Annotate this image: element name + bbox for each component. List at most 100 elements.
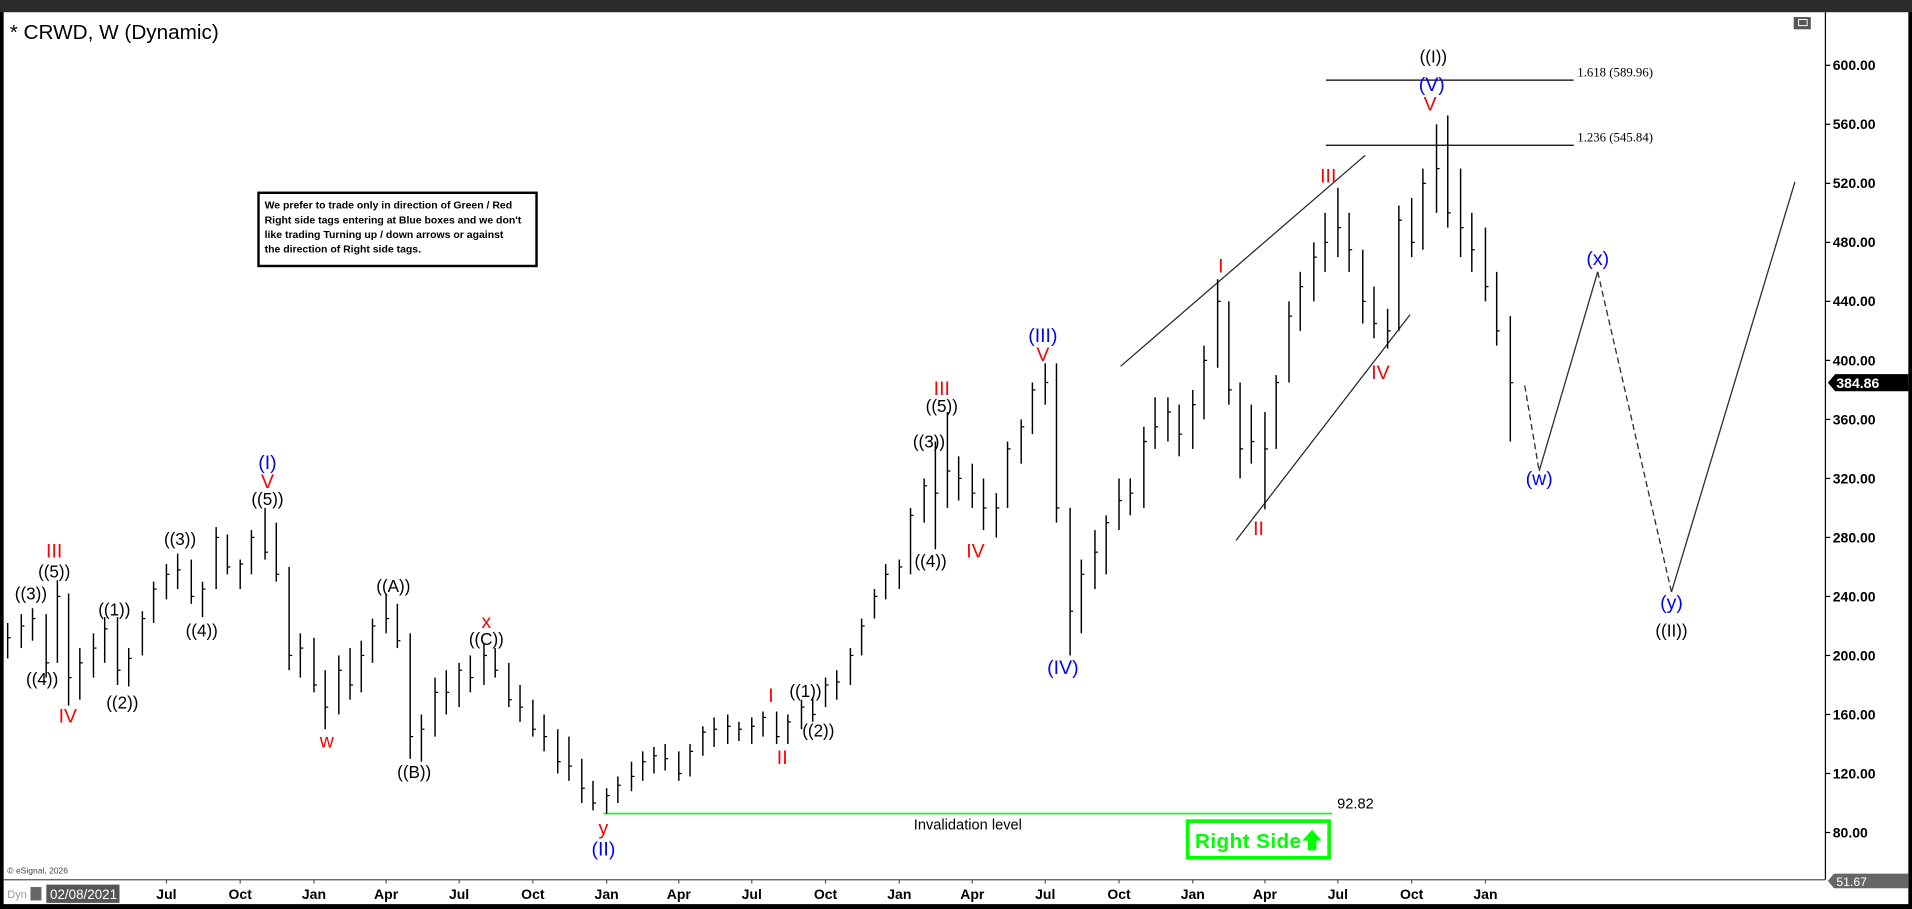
lock-icon[interactable] [30,887,42,901]
price-bar [1447,115,1451,228]
price-bar [543,714,548,752]
x-tick-label: Oct [1107,886,1131,902]
price-bar [67,593,72,706]
x-tick-label: Jul [742,886,762,902]
wave-label: ((1)) [789,682,821,701]
price-bar [617,776,621,803]
price-bar [762,711,767,737]
wave-label: ((II)) [1655,621,1687,640]
price-bar [849,648,854,685]
y-tick-label: 160.00 [1833,706,1876,722]
price-bar [689,743,694,777]
wave-label: ((4)) [186,621,218,640]
price-bar [1143,426,1147,508]
price-bar [1129,478,1134,516]
price-bar [349,648,354,700]
price-bar [702,726,706,756]
wave-label: I [768,685,773,707]
price-bar [103,617,108,663]
x-tick-label: Jul [156,886,176,902]
price-bar [1410,198,1415,258]
wave-label: (I) [258,452,276,474]
wave-label: ((5)) [926,397,958,416]
price-bar [605,788,610,814]
price-bar [568,736,572,781]
price-bar [1484,227,1489,302]
price-bar [360,640,365,693]
wave-label: ((3)) [15,584,47,603]
x-tick-label: Oct [229,886,253,902]
right-side-label: Right Side [1195,830,1301,853]
price-bar [458,662,463,708]
wave-label: III [1320,166,1336,188]
x-tick-label: Jan [1473,886,1497,902]
price-bar [1178,404,1183,457]
y-tick-label: 120.00 [1833,765,1876,781]
price-bar [239,559,244,590]
price-bar [836,670,840,700]
price-bar [995,493,1000,538]
x-tick-label: Jan [595,886,619,902]
x-tick-label: Oct [814,886,838,902]
window-restore-icon[interactable] [1793,17,1811,30]
price-bar [1373,286,1378,339]
price-bar [653,746,657,774]
y-tick-label: 600.00 [1833,57,1876,73]
fib-level-label: 1.236 (545.84) [1577,131,1653,145]
price-bar [581,758,585,803]
price-bar [288,566,293,671]
price-bar [1422,168,1426,250]
wave-label: (w) [1526,468,1553,490]
wave-label: ((1)) [98,601,130,620]
wave-label: II [1253,518,1264,540]
price-bars [6,115,1514,814]
wave-label: V [1036,344,1049,366]
price-bar [264,507,269,560]
price-bar [1509,316,1514,442]
price-bar [934,441,939,550]
y-tick-label: 240.00 [1833,588,1876,604]
price-bar [519,684,524,722]
price-bar [556,729,561,774]
price-bar [508,662,512,708]
price-bar [1031,382,1036,435]
price-bar [338,655,342,715]
price-bar [1337,187,1341,258]
x-tick-label: Jul [1035,886,1055,902]
wave-label: y [599,818,609,840]
invalidation-label: Invalidation level [914,817,1022,833]
price-bar [775,711,780,744]
wave-label: ((5)) [38,562,70,581]
price-bar [313,637,318,693]
chart-title: * CRWD, W (Dynamic) [10,21,219,44]
axes: 600.00 560.00 520.00 480.00 440.00 400.00 360.… [156,57,1909,902]
wave-label: ((2)) [106,694,138,713]
wave-label: ((3)) [164,530,196,549]
price-bar [1069,507,1074,656]
price-bar [1264,412,1268,510]
price-bar [811,696,816,722]
price-bar [923,478,928,523]
price-bar [190,559,195,604]
price-bar [79,648,83,700]
y-tick-label: 360.00 [1833,411,1876,427]
y-tick-label: 280.00 [1833,529,1876,545]
x-tick-label: Apr [374,886,399,902]
price-bar [751,717,755,744]
wave-label: ((C)) [469,630,504,649]
price-bar [1154,397,1159,449]
price-bar [128,648,132,687]
price-bar [215,527,220,590]
price-bar [1459,168,1464,258]
price-bar [152,581,157,624]
price-bar [1055,363,1060,523]
price-bar [946,412,951,508]
price-bar [713,717,718,747]
wave-label: V [1424,93,1437,115]
price-bar [873,589,878,619]
arrow-up-icon [1302,829,1322,851]
channel-trendline[interactable] [1120,154,1366,367]
price-bar [1203,345,1208,420]
price-bar [1192,389,1196,449]
chart-panel [3,12,1909,905]
